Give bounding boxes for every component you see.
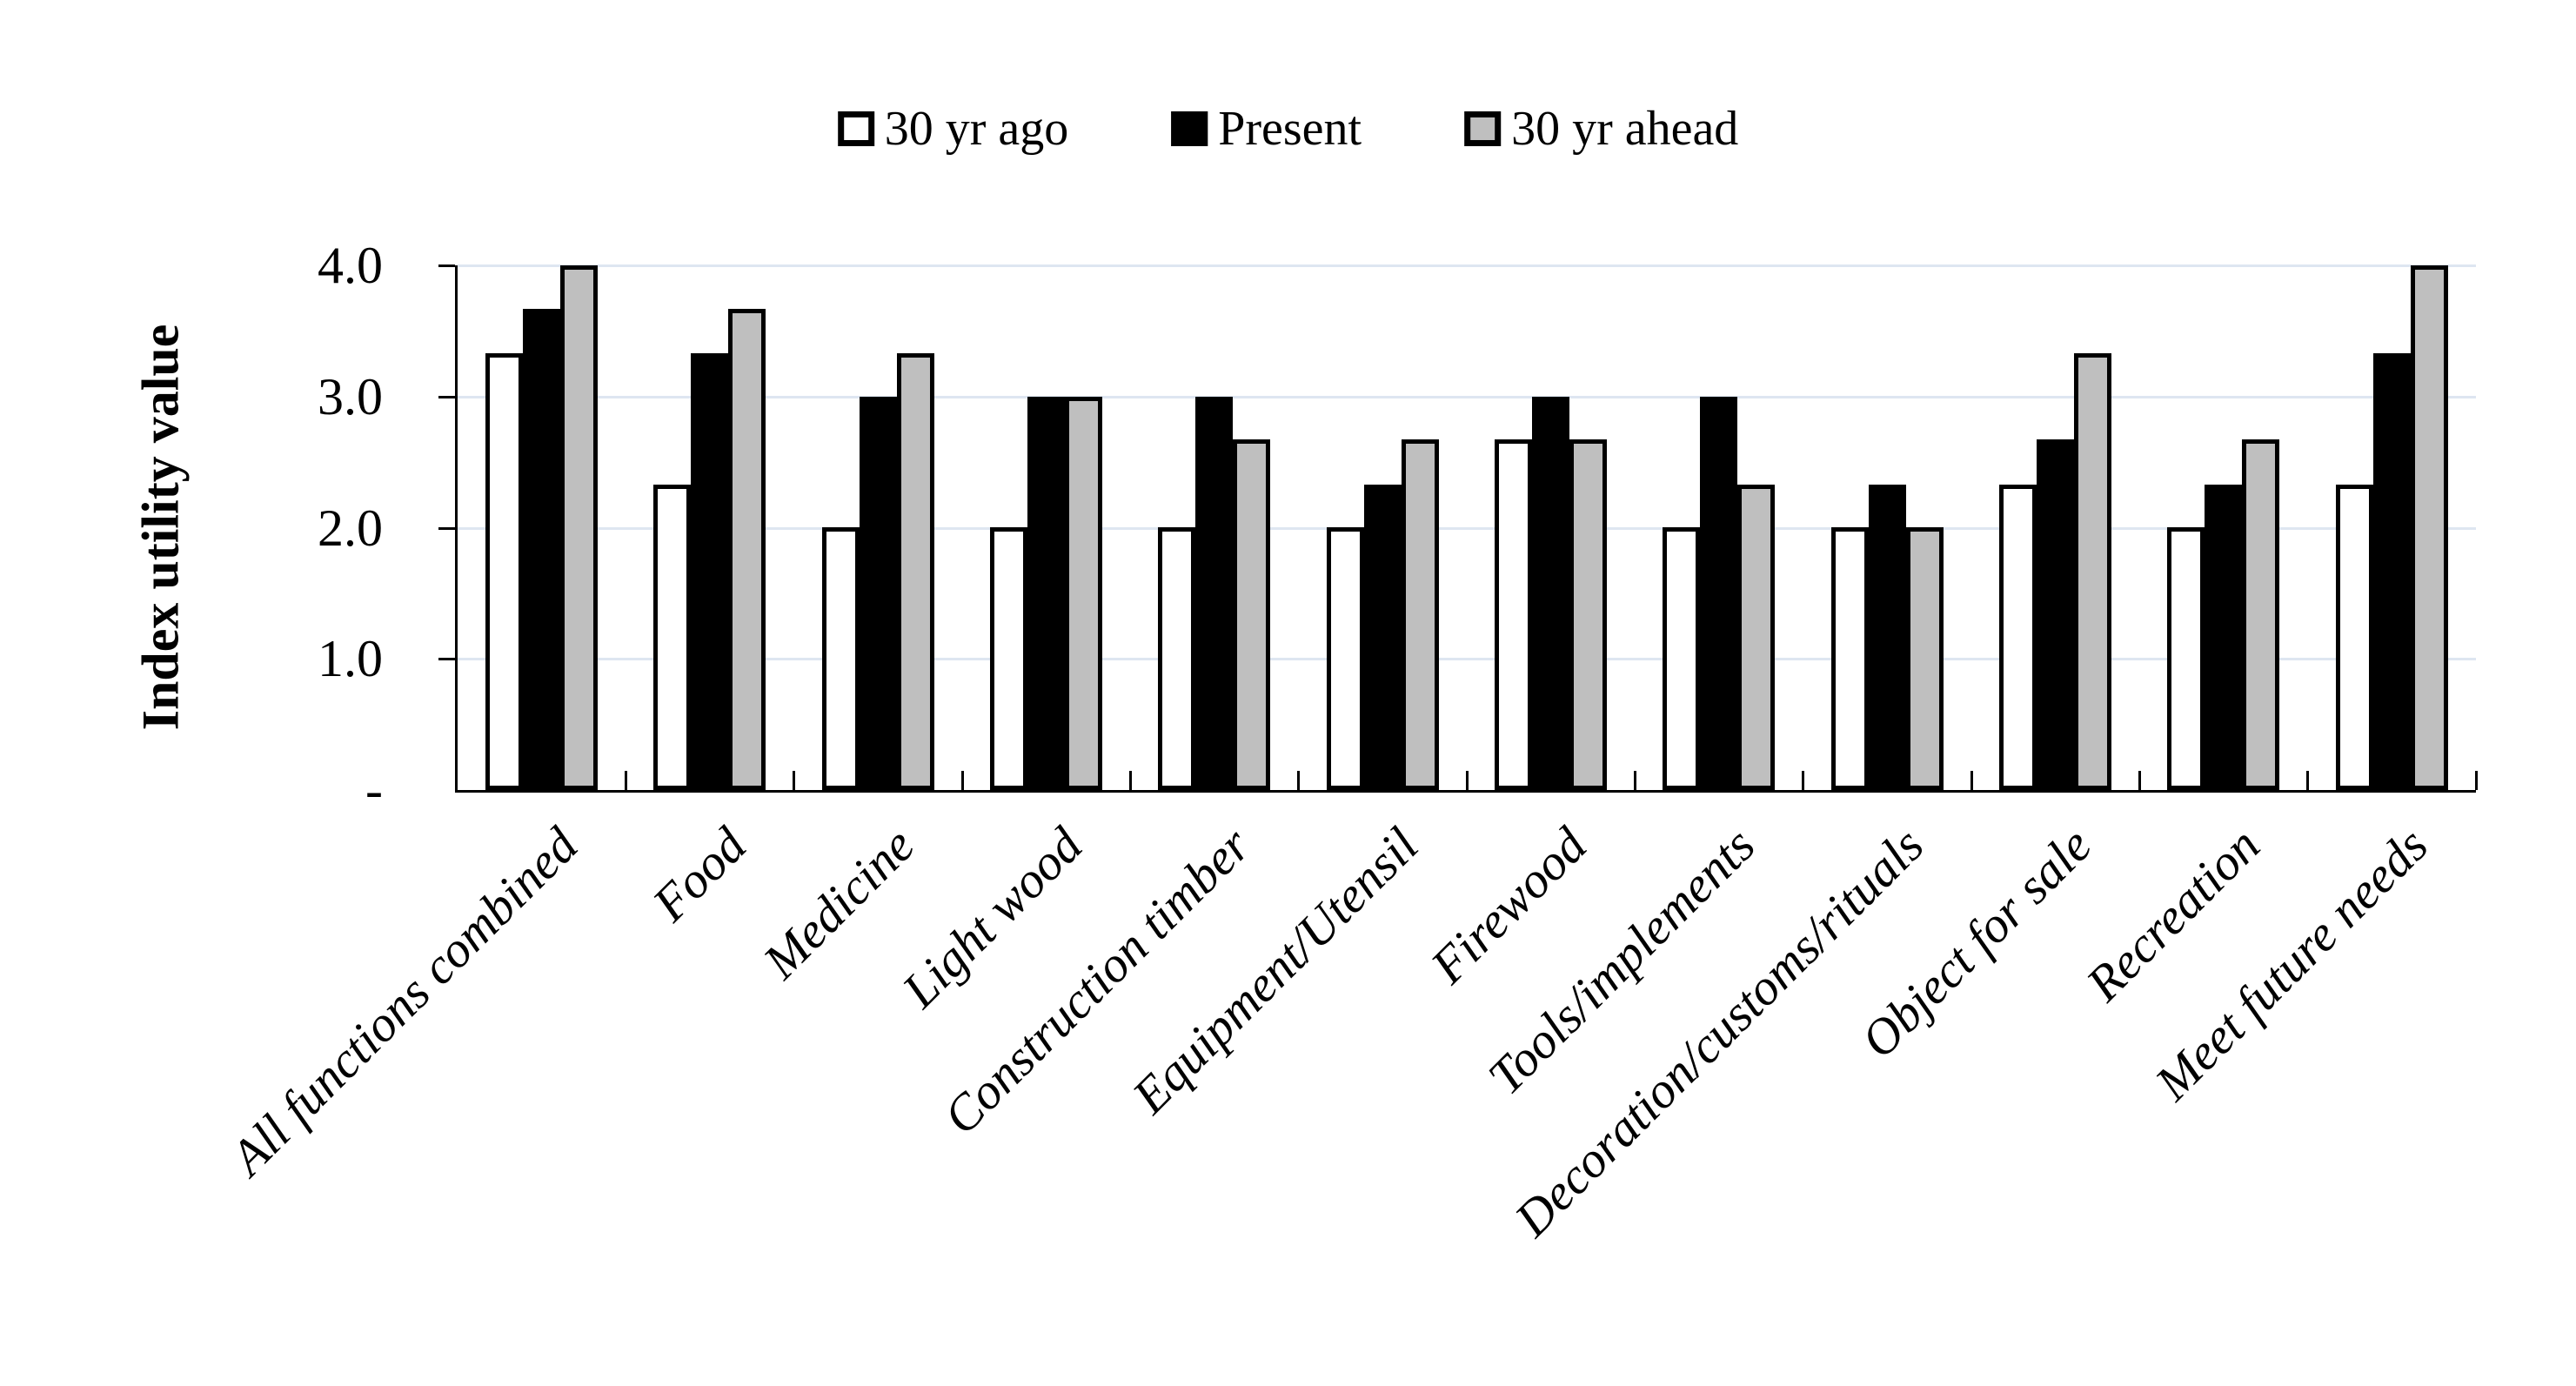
bar	[523, 309, 560, 790]
bar	[2242, 439, 2280, 790]
legend-item-3: 30 yr ahead	[1464, 103, 1738, 155]
chart-legend: 30 yr ago Present 30 yr ahead	[837, 102, 1738, 156]
category-label: Food	[641, 816, 757, 933]
x-axis-tick	[1633, 771, 1636, 790]
y-axis-title: Index utility value	[131, 324, 190, 731]
bar	[728, 309, 766, 790]
bar	[1905, 527, 1944, 790]
category-label: Medicine	[752, 816, 925, 990]
x-axis-tick	[1128, 771, 1132, 790]
x-axis-tick	[793, 771, 796, 790]
x-axis-tick	[1297, 771, 1301, 790]
bar	[2372, 353, 2411, 790]
bar	[1495, 439, 1532, 790]
gridline	[458, 658, 2476, 661]
bar	[1700, 397, 1738, 790]
bar	[1532, 397, 1569, 790]
bar	[990, 527, 1027, 790]
bar	[1830, 527, 1869, 790]
bar	[653, 485, 692, 790]
legend-label: Present	[1218, 102, 1362, 156]
y-axis-tick-label: 4.0	[318, 237, 383, 294]
legend-item-1: 30 yr ago	[837, 102, 1069, 156]
bar	[1401, 439, 1439, 790]
bar	[1195, 397, 1234, 790]
category-label: All functions combined	[219, 816, 589, 1186]
y-axis-tick	[438, 526, 455, 530]
legend-swatch	[1171, 111, 1208, 146]
bar	[2037, 439, 2074, 790]
bar	[1326, 527, 1364, 790]
bar	[859, 397, 897, 790]
y-axis-tick	[438, 658, 455, 661]
bar	[2410, 265, 2448, 790]
x-axis-tick	[2138, 771, 2141, 790]
bar	[1868, 485, 1906, 790]
x-axis-tick	[2306, 771, 2310, 790]
bar	[1737, 485, 1776, 790]
legend-label: 30 yr ago	[884, 102, 1069, 156]
bar	[2167, 527, 2205, 790]
gridline	[458, 264, 2476, 267]
y-axis-tick	[438, 395, 455, 398]
legend-swatch	[837, 111, 874, 146]
bar	[1363, 485, 1402, 790]
y-axis-tick-label: 3.0	[318, 367, 383, 425]
x-axis-tick	[624, 771, 627, 790]
x-axis-tick	[1802, 771, 1805, 790]
bar	[821, 527, 860, 790]
legend-label: 30 yr ahead	[1511, 102, 1739, 156]
bar	[1663, 527, 1701, 790]
y-axis-tick-label: -	[365, 761, 383, 819]
x-axis-tick	[1970, 771, 1973, 790]
bar	[2205, 485, 2243, 790]
bar	[2074, 353, 2111, 790]
plot-area	[455, 264, 2478, 793]
y-axis-tick-label: 1.0	[318, 630, 383, 688]
bar	[691, 353, 729, 790]
category-label: Construction timber	[933, 816, 1261, 1146]
bar	[1999, 485, 2037, 790]
x-axis-tick	[960, 771, 964, 790]
x-axis-tick	[2474, 771, 2478, 790]
x-axis-tick	[1465, 771, 1469, 790]
bar	[1065, 397, 1102, 790]
bar	[2335, 485, 2373, 790]
legend-item-2: Present	[1171, 103, 1362, 155]
bar	[896, 353, 934, 790]
legend-swatch	[1464, 111, 1502, 146]
bar	[1569, 439, 1607, 790]
bar	[1233, 439, 1271, 790]
category-label: Equipment/Utensil	[1121, 816, 1429, 1125]
gridline	[458, 395, 2476, 398]
y-axis-tick-label: 2.0	[318, 499, 383, 557]
category-label: Firewood	[1420, 816, 1598, 994]
bar	[1027, 397, 1065, 790]
y-axis-tick	[438, 264, 455, 267]
bar	[1158, 527, 1196, 790]
gridline	[458, 526, 2476, 530]
bar	[560, 265, 598, 790]
bar	[485, 353, 523, 790]
